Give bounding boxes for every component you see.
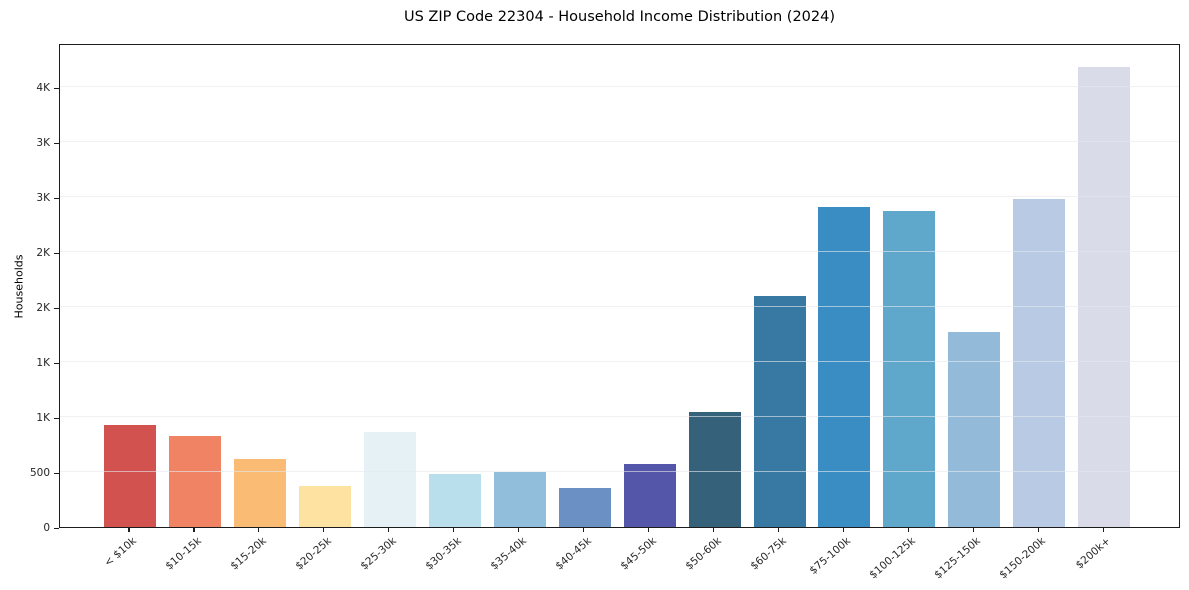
y-tick-mark	[54, 527, 59, 529]
bar	[104, 425, 156, 527]
gridline	[60, 86, 1179, 87]
bar	[753, 296, 806, 527]
x-tick-mark	[842, 528, 845, 532]
bar	[1078, 67, 1131, 527]
gridline	[60, 196, 1179, 197]
bar	[363, 432, 416, 527]
bar	[298, 485, 351, 527]
y-tick-label: 0	[43, 522, 50, 534]
x-tick-mark	[258, 528, 260, 532]
bar	[168, 436, 221, 527]
y-tick-mark	[54, 252, 59, 254]
x-tick-mark	[648, 528, 650, 532]
bar	[948, 331, 1001, 527]
y-tick-mark	[54, 87, 59, 89]
x-tick-mark	[583, 528, 585, 532]
x-tick-mark	[907, 528, 909, 532]
y-tick-mark	[54, 472, 59, 474]
bar	[493, 472, 546, 527]
x-tick-mark	[128, 528, 130, 532]
y-tick-mark	[54, 142, 59, 144]
bar	[883, 211, 936, 527]
x-tick-mark	[972, 528, 974, 532]
gridline	[60, 471, 1179, 472]
y-tick-mark	[54, 417, 59, 419]
y-tick-mark	[54, 307, 59, 309]
x-tick-mark	[453, 528, 455, 532]
x-tick-mark	[518, 528, 520, 532]
gridline	[60, 306, 1179, 307]
bar	[623, 463, 676, 527]
bar	[818, 207, 871, 527]
x-tick-mark	[388, 528, 390, 532]
gridline	[60, 361, 1179, 362]
y-tick-mark	[54, 197, 59, 199]
y-tick-label: 3K	[36, 137, 50, 149]
y-tick-label: 2K	[36, 302, 50, 314]
x-tick-mark	[712, 528, 715, 532]
y-tick-label: 3K	[36, 192, 50, 204]
x-tick-mark	[1037, 528, 1039, 532]
chart-title: US ZIP Code 22304 - Household Income Dis…	[403, 9, 836, 25]
bar	[428, 473, 481, 527]
x-tick-label: < $10k	[102, 535, 139, 570]
y-tick-label: 2K	[36, 247, 50, 259]
bar	[233, 458, 286, 527]
y-tick-label: 1K	[36, 357, 50, 369]
plot-area	[59, 44, 1180, 528]
y-tick-label: 500	[29, 467, 50, 479]
x-tick-mark	[323, 528, 325, 532]
gridline	[60, 251, 1179, 252]
y-tick-label: 4K	[36, 82, 50, 94]
bar	[688, 412, 741, 527]
x-tick-mark	[1102, 528, 1104, 532]
x-tick-mark	[193, 528, 195, 532]
y-tick-mark	[54, 362, 59, 364]
y-tick-label: 1K	[36, 412, 50, 424]
bar	[558, 487, 611, 527]
gridline	[60, 416, 1179, 417]
x-tick-mark	[777, 528, 780, 532]
gridline	[60, 141, 1179, 142]
bar	[1013, 199, 1066, 527]
